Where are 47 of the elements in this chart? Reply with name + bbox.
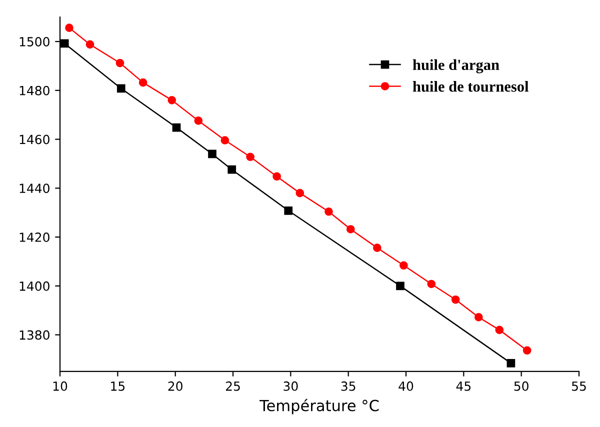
legend-label: huile d'argan (412, 59, 500, 74)
point (194, 116, 203, 125)
point (208, 150, 216, 158)
point (324, 207, 333, 216)
x-tick-label: 20 (168, 381, 182, 391)
point (427, 280, 436, 288)
point (220, 136, 230, 144)
x-tick-label: 45 (456, 382, 471, 391)
point (246, 152, 254, 162)
x-tick-label: 15 (111, 382, 125, 391)
point (228, 165, 236, 174)
point (168, 96, 176, 104)
point (116, 58, 124, 68)
y-tick-label: 1460 (20, 134, 50, 144)
point (506, 359, 516, 368)
point (172, 123, 181, 132)
point (522, 346, 532, 355)
x-tick-label: 35 (341, 381, 356, 391)
y-tick-label: 1420 (20, 232, 50, 242)
point (396, 282, 404, 290)
y-tick-label: 1500 (20, 36, 50, 46)
point (116, 84, 126, 93)
point (296, 188, 304, 198)
x-axis-title: Température °C (259, 398, 379, 414)
point (86, 40, 94, 49)
point (400, 261, 408, 270)
point (451, 295, 460, 304)
point (474, 313, 483, 322)
y-tick-label: 1440 (20, 184, 50, 194)
x-tick-label: 10 (53, 381, 68, 391)
point (284, 206, 293, 215)
point (60, 39, 69, 48)
point (373, 244, 382, 252)
x-tick-label: 55 (572, 382, 586, 391)
legend-label: huile de tournesol (412, 80, 529, 92)
x-tick-label: 30 (284, 381, 298, 391)
x-tick-label: 25 (226, 381, 240, 391)
point (346, 225, 355, 234)
x-tick-label: 40 (398, 381, 414, 391)
point (495, 326, 504, 334)
y-tick-label: 1480 (20, 86, 50, 96)
point (272, 172, 281, 181)
x-tick-label: 50 (514, 381, 528, 391)
point (138, 78, 148, 87)
y-tick-label: 1380 (20, 330, 50, 340)
point (65, 24, 74, 32)
y-tick-label: 1400 (20, 281, 50, 291)
